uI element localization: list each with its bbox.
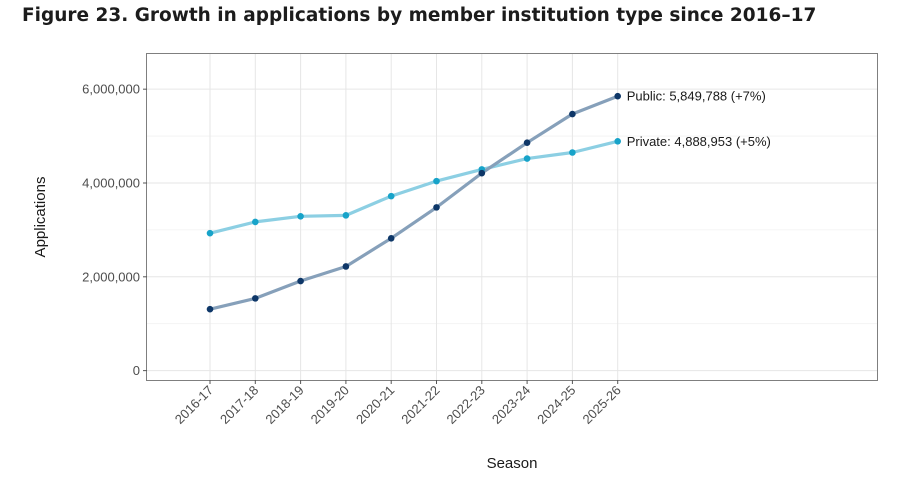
x-tick-label: 2018-19 [262,383,306,427]
public-data-point [523,139,531,146]
public-data-point [433,204,440,211]
y-tick-label: 0 [133,363,140,378]
series-labels: Private: 4,888,953 (+5%) Public: 5,849,78… [627,89,771,149]
private-data-point [433,177,440,185]
public-data-point [206,305,214,313]
x-tick-label: 2021-22 [398,383,442,427]
x-tick-label: 2019-20 [308,383,352,427]
public-data-point [478,169,486,177]
y-axis-title: Applications [32,177,49,258]
x-axis-title: Season [487,455,538,472]
plot-panel [146,53,878,381]
private-data-point [387,192,395,200]
public-end-label: Public: 5,849,788 (+7%) [627,89,766,104]
public-series-line [208,94,620,311]
series-layer [206,92,621,313]
major-gridlines [147,54,877,380]
chart-title: Figure 23. Growth in applications by mem… [22,5,817,26]
public-data-point [614,92,621,100]
x-tick-label: 2016-17 [172,383,216,427]
public-data-point [342,263,350,270]
private-data-point [297,212,304,220]
private-data-point [523,155,531,162]
private-data-point [206,229,214,237]
minor-gridlines [147,135,877,325]
x-axis: 2016-17 2017-18 2018-19 2019-20 2020-21 2021-… [172,380,624,427]
private-series-line [208,139,620,235]
private-data-point [614,137,621,145]
x-tick-label: 2025-26 [579,383,623,427]
x-tick-label: 2024-25 [534,383,578,427]
x-tick-label: 2023-24 [489,383,533,427]
y-tick-label: 2,000,000 [82,269,140,284]
public-data-point [297,277,304,285]
private-data-point [252,218,259,226]
public-data-point [387,235,395,242]
y-tick-label: 4,000,000 [82,175,140,190]
public-data-point [569,110,576,118]
private-data-point [342,212,350,219]
y-tick-label: 6,000,000 [82,82,140,97]
x-tick-label: 2017-18 [217,383,261,427]
public-data-point [252,295,259,302]
private-data-point [569,149,576,156]
x-tick-label: 2020-21 [353,383,397,427]
x-tick-label: 2022-23 [444,383,488,427]
y-axis: 0 2,000,000 4,000,000 6,000,000 [82,82,147,378]
private-end-label: Private: 4,888,953 (+5%) [627,134,771,149]
